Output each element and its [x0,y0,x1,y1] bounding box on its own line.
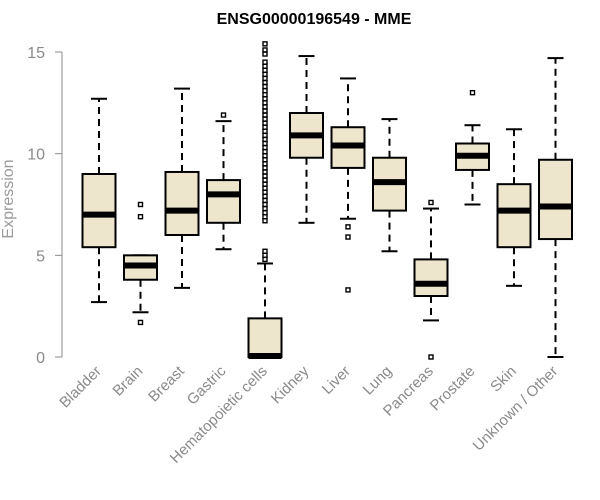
box-body [164,170,200,236]
category-label-kidney: Kidney [268,362,313,407]
box-bladder [81,97,117,304]
outlier-point [345,234,351,240]
category-label-liver: Liver [319,363,354,398]
box-lung [372,118,407,253]
category-label-lung: Lung [360,363,396,399]
y-axis-label: Expression [0,159,17,238]
y-axis: 0 5 10 15 [27,45,63,367]
chart-title: ENSG00000196549 - MME [217,11,412,28]
box-body [538,158,573,241]
outlier-point [345,287,351,293]
box-body [496,183,532,249]
category-label-bladder: Bladder [56,363,105,412]
outlier-point [137,319,144,326]
outlier-point [262,47,268,53]
outlier-point [262,41,268,47]
outlier-point [137,201,144,208]
outlier-point [262,248,268,254]
category-label-prostate: Prostate [427,363,479,415]
box-unknown-other [538,57,573,358]
outlier-point [428,199,434,206]
box-kidney [289,55,324,224]
outlier-point [262,59,268,65]
y-tick-label: 15 [27,45,45,62]
box-pancreas [413,199,449,360]
box-body [247,317,283,359]
box-plot-area [81,41,573,360]
outlier-point [469,89,476,96]
category-label-skin: Skin [487,363,520,396]
box-body [81,173,117,249]
box-hematopoietic-cells [247,41,283,359]
box-body [206,179,241,224]
y-tick-label: 5 [36,248,45,265]
outlier-point [345,224,351,230]
category-label-breast: Breast [145,362,188,405]
box-liver [330,77,366,293]
box-breast [164,87,200,289]
outlier-point [220,112,227,118]
box-prostate [455,89,490,206]
y-tick-label: 10 [27,147,45,164]
y-tick-label: 0 [36,350,45,367]
box-body [413,258,449,297]
box-skin [496,128,532,287]
box-gastric [206,112,241,251]
outlier-point [428,354,434,360]
outlier-point [137,213,144,220]
category-label-brain: Brain [110,363,147,400]
box-brain [123,201,158,326]
